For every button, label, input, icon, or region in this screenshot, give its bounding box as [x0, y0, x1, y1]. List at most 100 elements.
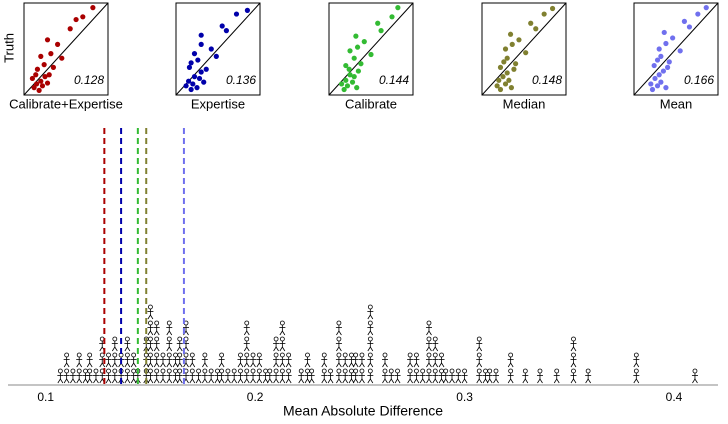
person — [476, 368, 483, 384]
person-legs — [124, 378, 131, 384]
person-head — [349, 368, 354, 374]
point — [38, 53, 44, 59]
person-head — [76, 352, 82, 358]
point — [504, 70, 510, 76]
person-legs — [189, 362, 196, 368]
point — [198, 41, 204, 48]
person-legs — [367, 346, 374, 352]
person-legs — [243, 330, 250, 336]
person-legs — [153, 378, 160, 384]
person-head — [336, 368, 342, 374]
person-legs — [432, 346, 439, 352]
point — [50, 64, 57, 70]
person-head — [124, 336, 130, 342]
point — [378, 28, 384, 34]
person — [367, 304, 374, 320]
point — [244, 7, 250, 13]
point — [389, 14, 395, 20]
person-head — [93, 368, 99, 374]
person-head — [256, 368, 262, 374]
point — [649, 86, 656, 93]
point — [38, 78, 44, 84]
point — [502, 81, 509, 87]
person — [285, 368, 292, 384]
person-head — [76, 368, 82, 374]
person-head — [432, 336, 438, 342]
person-head — [225, 368, 231, 374]
person-legs — [273, 346, 279, 352]
person-legs — [86, 378, 93, 384]
person-legs — [63, 378, 70, 384]
person-legs — [438, 378, 445, 384]
person — [476, 352, 483, 368]
point — [188, 86, 194, 93]
identity-line — [23, 2, 109, 96]
person-head — [256, 352, 262, 358]
point — [186, 64, 193, 70]
person — [570, 368, 577, 384]
person-head — [64, 368, 70, 374]
person — [237, 368, 244, 384]
person — [214, 368, 221, 384]
person-legs — [147, 314, 154, 320]
person — [189, 352, 196, 368]
person — [243, 320, 250, 336]
person-head — [305, 352, 310, 358]
person-head — [160, 352, 166, 358]
person — [425, 368, 432, 384]
x-tick-label: 0.2 — [247, 390, 264, 404]
point — [504, 55, 510, 61]
person-head — [112, 352, 118, 358]
point — [501, 59, 507, 65]
person-legs — [266, 378, 273, 384]
person — [367, 352, 374, 368]
person-head — [476, 352, 482, 358]
person-legs — [176, 378, 183, 384]
person-head — [426, 352, 432, 358]
person — [195, 368, 202, 384]
person-legs — [321, 378, 328, 384]
point — [208, 46, 214, 52]
point — [191, 74, 198, 80]
person — [124, 336, 131, 352]
point — [670, 35, 676, 41]
person-legs — [285, 378, 292, 384]
point — [494, 83, 500, 89]
point — [661, 29, 667, 36]
person-legs — [426, 362, 432, 368]
person — [111, 352, 118, 368]
person — [425, 336, 432, 352]
panel-label: Calibrate — [345, 96, 397, 111]
person-head — [476, 368, 482, 374]
person-legs — [147, 378, 154, 384]
point — [42, 74, 48, 80]
person-legs — [218, 362, 225, 368]
person-head — [336, 336, 342, 342]
point — [351, 74, 357, 80]
person-legs — [76, 362, 83, 368]
person-legs — [407, 362, 413, 368]
person-legs — [367, 362, 374, 368]
person — [256, 368, 263, 384]
point — [508, 85, 514, 91]
person-legs — [304, 378, 311, 384]
person — [335, 352, 342, 368]
person-head — [250, 368, 256, 374]
person-head — [483, 368, 488, 374]
person — [124, 352, 131, 368]
person-head — [238, 368, 243, 374]
person-head — [57, 368, 63, 374]
point — [507, 31, 514, 37]
person-head — [64, 352, 70, 358]
person-legs — [342, 378, 349, 384]
person — [153, 368, 160, 384]
person-head — [166, 352, 172, 358]
point — [695, 11, 701, 17]
point — [528, 20, 534, 26]
person-head — [571, 368, 576, 374]
person-head — [349, 352, 354, 358]
person-head — [395, 368, 400, 374]
person — [553, 368, 560, 384]
person-legs — [225, 378, 231, 384]
point — [34, 81, 40, 87]
